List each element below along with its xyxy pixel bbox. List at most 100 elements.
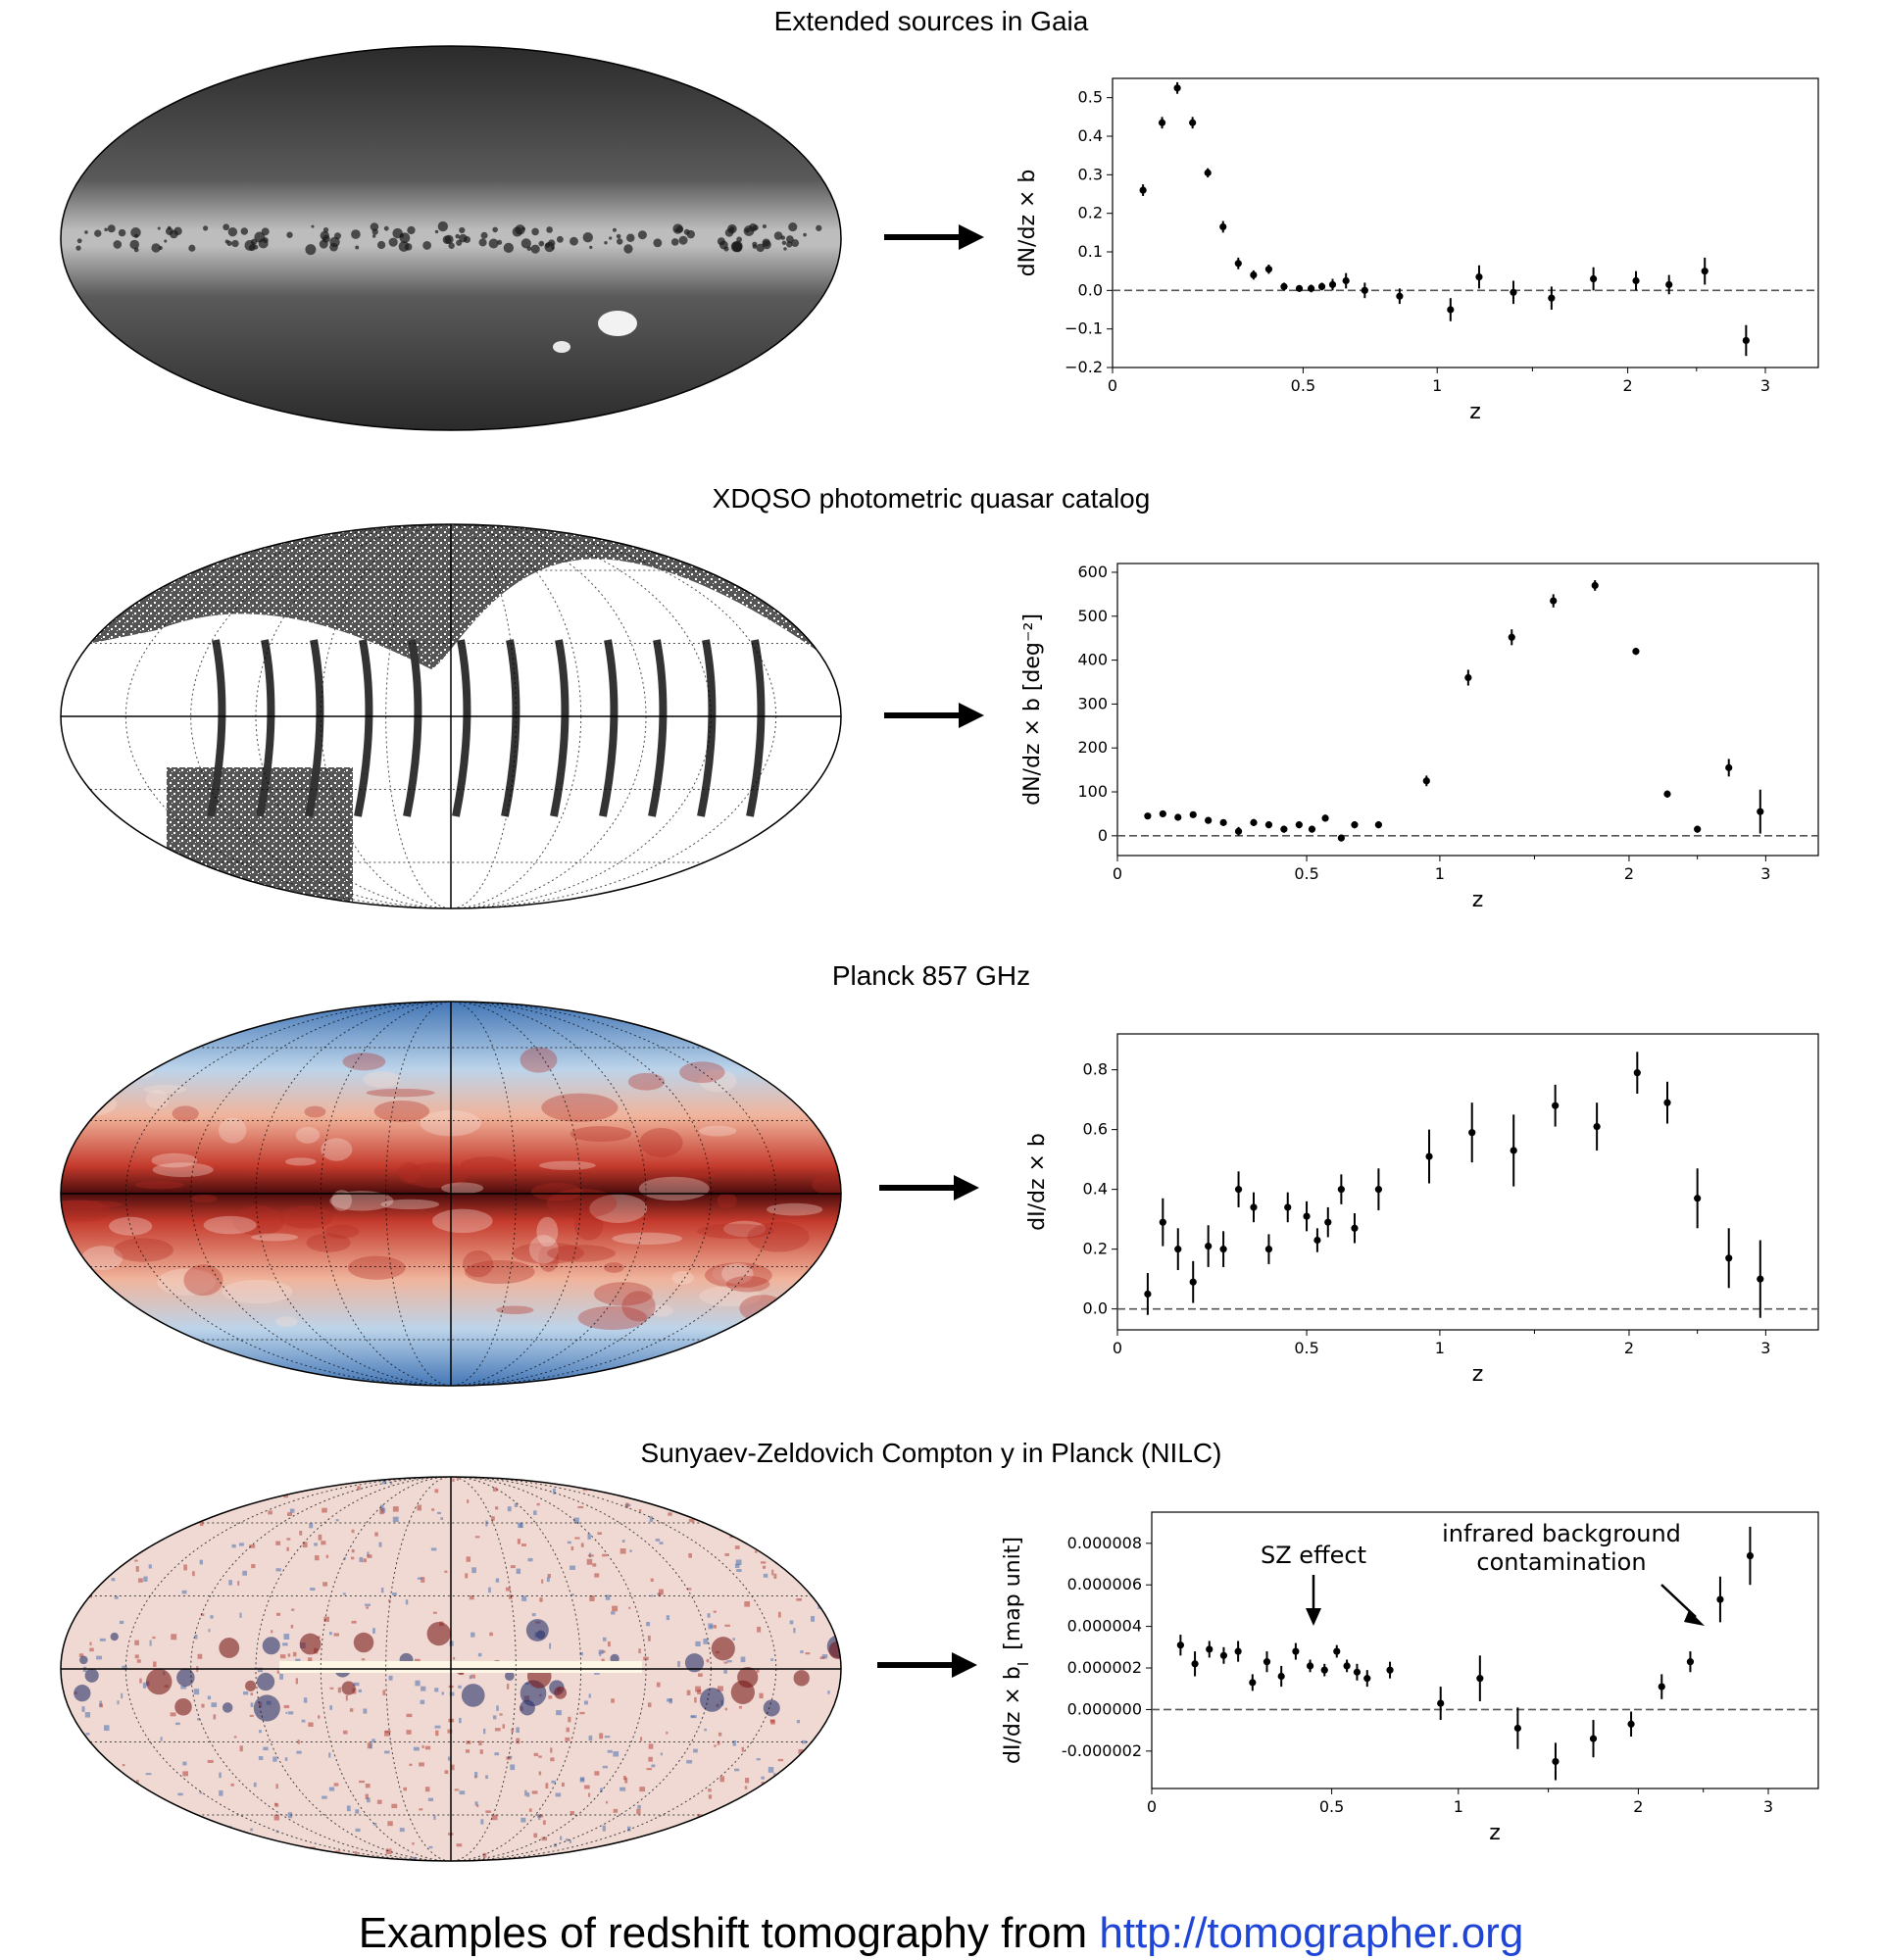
data-point <box>1333 1647 1341 1655</box>
data-point <box>1742 336 1750 345</box>
data-point <box>1508 633 1515 641</box>
y-tick-label: 0.000000 <box>1067 1699 1142 1718</box>
data-point <box>1658 1683 1665 1690</box>
data-point <box>1590 274 1598 283</box>
tomographer-link[interactable]: http://tomographer.org <box>1099 1909 1524 1957</box>
y-tick-label: −0.2 <box>1065 358 1103 376</box>
data-point <box>1176 1642 1184 1649</box>
xdqso-sky-map <box>60 523 842 909</box>
arrow-right-icon <box>877 1652 977 1678</box>
data-point <box>1374 1186 1383 1194</box>
data-point <box>1337 834 1345 842</box>
data-point <box>1158 119 1166 126</box>
data-point <box>1144 1290 1152 1298</box>
y-tick-label: 0.000006 <box>1067 1575 1142 1593</box>
data-point <box>1589 1735 1598 1742</box>
data-point <box>1353 1668 1362 1676</box>
data-point <box>1746 1551 1755 1560</box>
y-tick-label: 0.4 <box>1083 1180 1108 1199</box>
y-tick-label: 0.2 <box>1078 204 1103 222</box>
x-tick-label: 1 <box>1435 864 1445 883</box>
x-tick-label: 2 <box>1633 1797 1643 1816</box>
x-axis-label: z <box>1469 400 1481 424</box>
y-tick-label: 0.000004 <box>1067 1617 1142 1636</box>
data-point <box>1204 169 1212 176</box>
data-point <box>1324 1218 1332 1226</box>
x-tick-label: 2 <box>1623 376 1633 395</box>
data-point <box>1694 1195 1702 1202</box>
data-point <box>1189 1278 1197 1286</box>
panel-2-title: XDQSO photometric quasar catalog <box>712 483 1151 514</box>
y-tick-label: 400 <box>1077 651 1108 669</box>
y-tick-label: 0.1 <box>1078 242 1103 261</box>
infrared-annotation-line2: contamination <box>1476 1548 1646 1576</box>
y-tick-label: 0.5 <box>1078 88 1103 107</box>
data-point <box>1343 1662 1351 1670</box>
x-tick-label: 1 <box>1435 1339 1445 1357</box>
data-point <box>1189 119 1197 126</box>
data-point <box>1552 1102 1560 1109</box>
data-point <box>1250 818 1258 826</box>
panel-4-title: Sunyaev-Zeldovich Compton y in Planck (N… <box>640 1438 1222 1468</box>
data-point <box>1468 1129 1476 1137</box>
data-point <box>1191 1660 1199 1668</box>
y-tick-label: 0.6 <box>1083 1120 1108 1139</box>
data-point <box>1219 222 1227 231</box>
data-point <box>1284 1203 1292 1211</box>
data-point <box>1264 1246 1273 1253</box>
data-point <box>1437 1699 1445 1707</box>
chart-panel-2: 0 0.5 1 2 3 600 500 400 300 200 100 0 z dN/dz × b [de… <box>1020 563 1819 912</box>
data-point <box>1725 763 1733 771</box>
x-axis-label: z <box>1489 1821 1501 1845</box>
data-point <box>1144 812 1152 820</box>
data-point <box>1422 777 1430 785</box>
data-point <box>1280 825 1288 833</box>
gaia-sky-map <box>60 45 842 431</box>
data-point <box>1234 1186 1243 1194</box>
data-point <box>1374 821 1383 829</box>
data-point <box>1173 84 1181 92</box>
footer-text: Examples of redshift tomography from <box>358 1909 1100 1957</box>
data-point <box>1277 1672 1285 1681</box>
data-point <box>1694 825 1702 833</box>
annotation-arrowhead-icon <box>1306 1608 1321 1626</box>
infrared-annotation-line1: infrared background <box>1442 1520 1681 1547</box>
data-point <box>1295 821 1303 829</box>
data-point <box>1317 282 1326 290</box>
x-tick-label: 0 <box>1147 1797 1157 1816</box>
data-point <box>1593 1122 1601 1131</box>
data-point <box>1757 1275 1764 1283</box>
data-point <box>1665 280 1673 289</box>
data-point <box>1351 1224 1359 1232</box>
y-tick-label: 100 <box>1077 782 1108 801</box>
data-point <box>1292 1647 1300 1655</box>
data-point <box>1686 1658 1695 1666</box>
data-point <box>1174 1246 1182 1253</box>
data-point <box>1205 816 1213 824</box>
panel-3-title: Planck 857 GHz <box>831 960 1031 991</box>
data-point <box>1351 821 1359 829</box>
y-axis-label: dI/dz × b <box>1025 1133 1050 1231</box>
data-point <box>1219 1246 1227 1253</box>
data-point <box>1159 809 1166 818</box>
sz-effect-annotation: SZ effect <box>1261 1542 1366 1569</box>
arrow-right-icon <box>884 703 984 728</box>
data-point <box>1757 808 1764 815</box>
data-point <box>1308 825 1316 833</box>
y-axis-label: dI/dz × bI[map unit] <box>1001 1537 1032 1764</box>
data-point <box>1313 1236 1321 1245</box>
data-point <box>1475 272 1483 281</box>
x-tick-label: 0.5 <box>1294 1339 1318 1357</box>
data-point <box>1361 286 1368 294</box>
data-point <box>1548 294 1556 302</box>
panel-1-title: Extended sources in Gaia <box>773 6 1089 36</box>
data-point <box>1510 288 1517 296</box>
data-point <box>1308 284 1315 292</box>
data-point <box>1328 280 1337 289</box>
y-tick-label: -0.000002 <box>1062 1741 1142 1760</box>
y-axis-label: dN/dz × b [deg⁻²] <box>1020 613 1045 806</box>
x-tick-label: 0.5 <box>1319 1797 1344 1816</box>
annotation-arrowhead-icon <box>1684 1610 1705 1626</box>
data-point <box>1219 1651 1228 1659</box>
data-point <box>1591 581 1599 590</box>
